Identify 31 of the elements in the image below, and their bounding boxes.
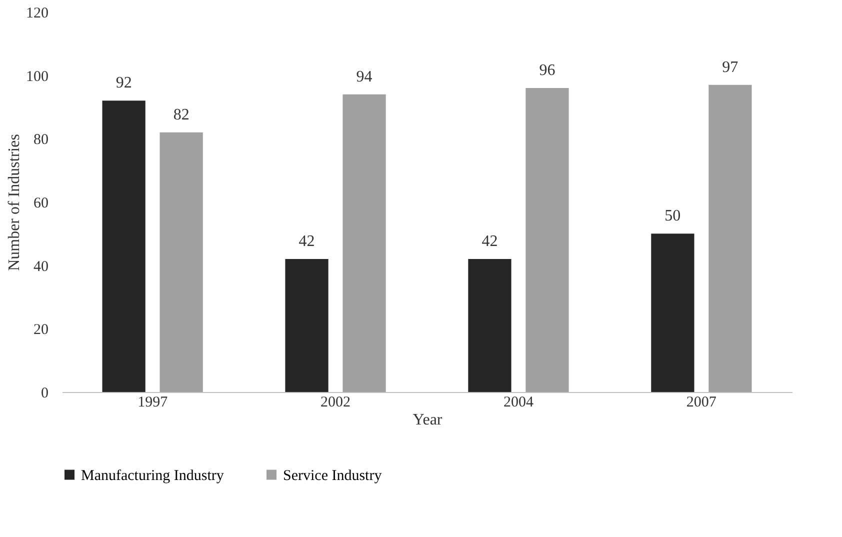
bar <box>160 132 203 392</box>
y-tick-label: 120 <box>26 6 48 22</box>
data-label: 82 <box>173 106 190 124</box>
data-label: 94 <box>356 68 372 86</box>
y-tick-label: 60 <box>34 196 48 212</box>
x-tick-label: 2004 <box>503 394 534 410</box>
y-tick-label: 100 <box>26 68 48 85</box>
bar <box>102 100 146 392</box>
bar <box>285 259 328 392</box>
data-label: 50 <box>664 208 681 225</box>
y-tick-label: 20 <box>34 322 48 338</box>
data-label: 92 <box>116 74 132 92</box>
bar <box>342 94 386 392</box>
data-label: 42 <box>482 233 498 250</box>
y-tick-label: 40 <box>34 258 48 275</box>
data-label: 97 <box>722 58 738 76</box>
x-tick-label: 1997 <box>138 394 168 410</box>
y-axis-title: Number of Industries <box>6 134 23 271</box>
legend-label: Service Industry <box>283 468 382 484</box>
y-tick-label: 80 <box>34 132 48 148</box>
legend-label: Manufacturing Industry <box>81 468 224 484</box>
bar <box>708 84 752 392</box>
x-tick-label: 2002 <box>320 394 351 410</box>
x-tick-label: 2007 <box>686 394 717 410</box>
data-label: 96 <box>539 62 556 79</box>
bar <box>651 234 694 392</box>
bar <box>526 88 569 392</box>
y-tick-label: 0 <box>41 386 48 402</box>
bar <box>468 259 512 392</box>
x-axis-title: Year <box>412 412 443 428</box>
data-label: 42 <box>298 233 315 250</box>
